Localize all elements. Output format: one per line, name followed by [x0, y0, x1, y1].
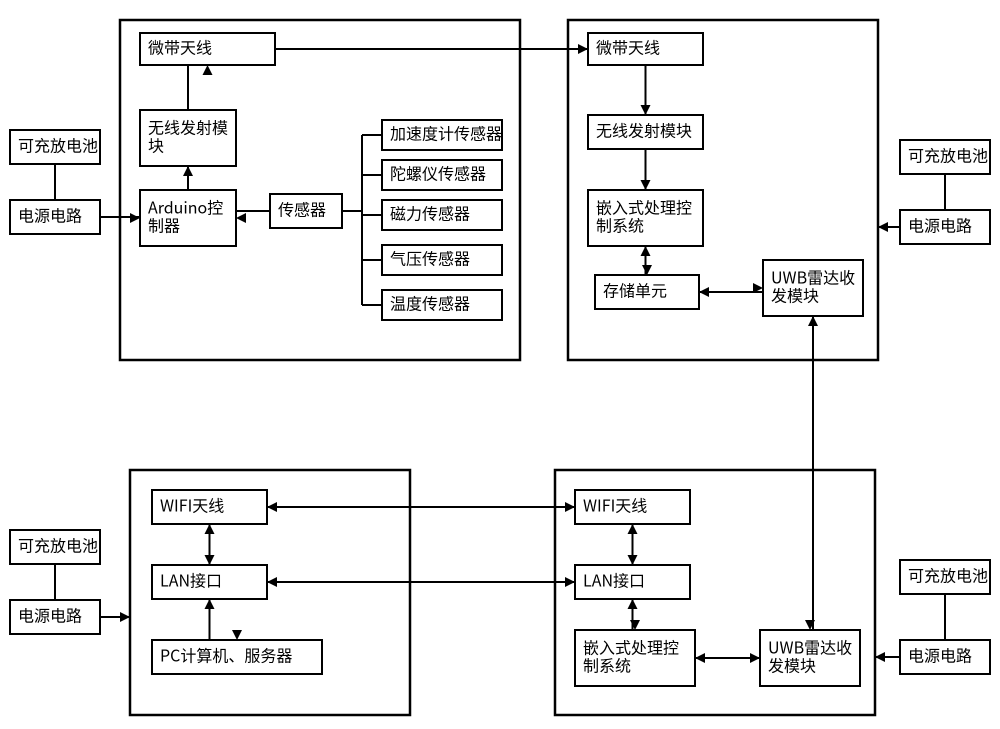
edge [210, 599, 238, 640]
arrowhead [205, 524, 215, 534]
arrowhead [695, 653, 705, 663]
label-n_tr_batt: 可充放电池 [908, 142, 988, 166]
arrowhead [183, 166, 193, 176]
arrowhead [565, 502, 575, 512]
label-n_tr_tx: 无线发射模块 [596, 117, 692, 141]
label-n_br_pwr: 电源电路 [908, 642, 972, 666]
arrowhead [878, 222, 888, 232]
label-n_br_uwb: 发模块 [768, 652, 816, 676]
label-n_tl_mag: 磁力传感器 [390, 200, 470, 224]
arrowhead [267, 502, 277, 512]
diagram-canvas: 微带天线无线发射模块Arduino控制器传感器加速度计传感器陀螺仪传感器磁力传感… [0, 0, 1000, 729]
arrowhead [699, 287, 709, 297]
label-n_bl_pwr: 电源电路 [18, 602, 82, 626]
label-n_tl_temp: 温度传感器 [390, 290, 470, 314]
label-n_tl_baro: 气压传感器 [390, 245, 470, 269]
arrowhead [628, 555, 638, 565]
arrowhead [750, 653, 760, 663]
arrowhead [120, 612, 130, 622]
label-n_tl_arduino: 制器 [148, 212, 180, 236]
arrowhead [565, 577, 575, 587]
arrowhead [628, 524, 638, 534]
arrowhead [875, 652, 885, 662]
arrowhead [628, 599, 638, 609]
label-n_tr_pwr: 电源电路 [908, 212, 972, 236]
arrowhead [130, 213, 140, 223]
label-n_br_lan: LAN接口 [583, 567, 645, 591]
label-n_tl_gyro: 陀螺仪传感器 [390, 160, 486, 184]
label-n_br_batt: 可充放电池 [908, 562, 988, 586]
arrowhead [808, 316, 818, 326]
arrowhead [232, 630, 242, 640]
label-n_bl_lan: LAN接口 [160, 567, 222, 591]
label-n_tr_antenna: 微带天线 [596, 34, 660, 58]
label-n_br_wifi: WIFI天线 [583, 492, 647, 516]
label-n_br_mcu: 制系统 [583, 652, 631, 676]
arrowhead [641, 180, 651, 190]
arrowhead [203, 65, 213, 75]
label-n_tr_mcu: 制系统 [596, 212, 644, 236]
label-n_bl_wifi: WIFI天线 [160, 492, 224, 516]
label-n_tl_tx: 块 [148, 132, 164, 156]
label-n_tl_acc: 加速度计传感器 [390, 120, 502, 144]
label-n_tl_sensor: 传感器 [278, 196, 326, 220]
label-n_tl_pwr: 电源电路 [18, 202, 82, 226]
arrowhead [267, 577, 277, 587]
label-n_bl_pc: PC计算机、服务器 [160, 642, 292, 666]
label-n_tr_uwb: 发模块 [771, 282, 819, 306]
arrowhead [236, 213, 246, 223]
arrowhead [641, 246, 651, 256]
label-n_tl_antenna: 微带天线 [148, 34, 212, 58]
arrowhead [642, 265, 652, 275]
edge [810, 316, 813, 630]
label-n_tl_batt: 可充放电池 [18, 132, 98, 156]
arrowhead [205, 555, 215, 565]
arrowhead [641, 105, 651, 115]
arrowhead [205, 599, 215, 609]
label-n_bl_batt: 可充放电池 [18, 532, 98, 556]
label-n_tr_store: 存储单元 [603, 277, 667, 301]
arrowhead [578, 44, 588, 54]
